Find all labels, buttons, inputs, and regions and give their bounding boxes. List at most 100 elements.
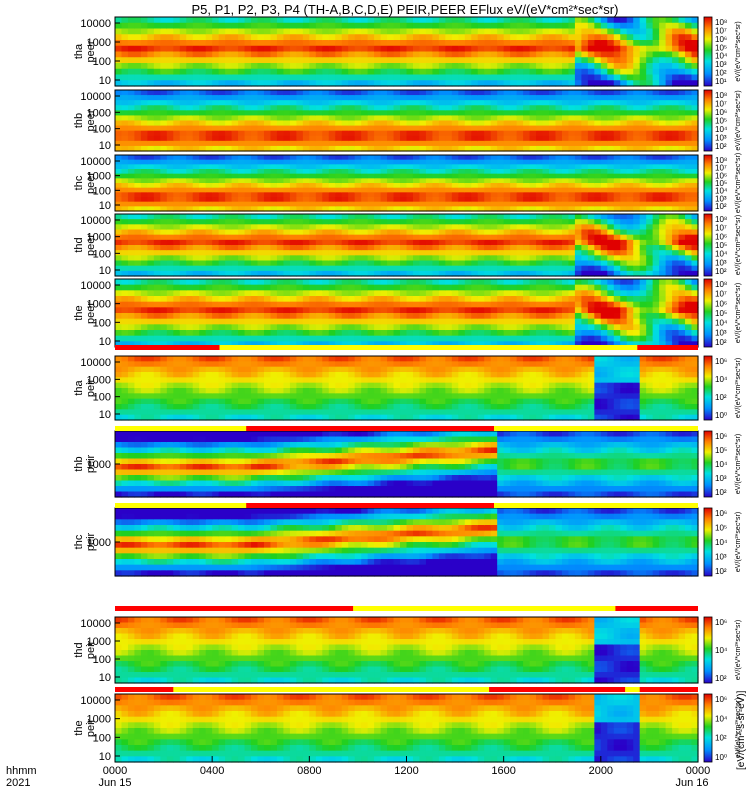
heatmap-cell	[587, 28, 595, 35]
heatmap-cell	[121, 145, 129, 152]
heatmap-cell	[354, 22, 362, 30]
heatmap-cell	[626, 120, 634, 127]
heatmap-cell	[672, 100, 680, 106]
heatmap-cell	[600, 234, 608, 241]
heatmap-cell	[484, 22, 492, 30]
heatmap-cell	[510, 260, 518, 267]
heatmap-cell	[516, 255, 524, 262]
heatmap-cell	[600, 183, 608, 189]
heatmap-cell	[225, 17, 233, 24]
heatmap-cell	[192, 159, 200, 165]
heatmap-cell	[367, 145, 375, 152]
heatmap-cell	[691, 164, 699, 170]
heatmap-cell	[153, 255, 161, 262]
heatmap-cell	[503, 110, 511, 117]
colorbar-tick-label: 10³	[715, 134, 727, 143]
heatmap-cell	[186, 145, 194, 152]
heatmap-cell	[574, 95, 582, 101]
heatmap-cell	[581, 17, 589, 24]
heatmap-cell	[516, 105, 524, 111]
heatmap-cell	[477, 250, 485, 256]
heatmap-cell	[121, 125, 129, 132]
heatmap-cell	[380, 110, 388, 117]
heatmap-cell	[244, 201, 252, 207]
heatmap-cell	[387, 197, 395, 203]
heatmap-cell	[400, 330, 408, 337]
heatmap-cell	[179, 90, 187, 96]
heatmap-cell	[451, 229, 459, 236]
heatmap-cell	[348, 187, 356, 193]
heatmap-cell	[445, 178, 453, 184]
heatmap-cell	[406, 45, 414, 53]
heatmap-cell	[555, 219, 563, 225]
heatmap-cell	[140, 45, 148, 53]
heatmap-cell	[238, 279, 246, 286]
heatmap-cell	[503, 265, 511, 272]
heatmap-cell	[490, 130, 498, 137]
heatmap-cell	[238, 169, 246, 175]
heatmap-cell	[477, 57, 485, 64]
heatmap-cell	[510, 192, 518, 198]
heatmap-cell	[659, 197, 667, 203]
heatmap-cell	[315, 290, 323, 297]
heatmap-cell	[536, 80, 544, 87]
heatmap-cell	[121, 40, 129, 47]
heatmap-cell	[166, 34, 174, 41]
heatmap-cell	[251, 296, 259, 303]
heatmap-cell	[231, 22, 239, 30]
heatmap-cell	[361, 51, 369, 58]
heatmap-cell	[134, 301, 142, 308]
heatmap-cell	[199, 290, 207, 297]
heatmap-cell	[140, 255, 148, 262]
heatmap-cell	[549, 110, 557, 117]
heatmap-cell	[348, 335, 356, 342]
heatmap-cell	[574, 239, 582, 246]
heatmap-cell	[477, 270, 485, 277]
heatmap-cell	[685, 201, 693, 207]
heatmap-cell	[691, 192, 699, 198]
heatmap-cell	[607, 155, 615, 161]
heatmap-cell	[400, 324, 408, 331]
heatmap-cell	[147, 224, 155, 231]
heatmap-cell	[179, 234, 187, 241]
heatmap-cell	[238, 63, 246, 70]
heatmap-cell	[406, 296, 414, 303]
heatmap-cell	[406, 51, 414, 58]
heatmap-cell	[361, 22, 369, 30]
heatmap-cell	[140, 130, 148, 137]
heatmap-cell	[600, 45, 608, 53]
heatmap-cell	[536, 120, 544, 127]
heatmap-cell	[192, 335, 200, 342]
heatmap-cell	[529, 45, 537, 53]
heatmap-cell	[296, 80, 304, 87]
heatmap-cell	[270, 214, 278, 220]
heatmap-cell	[425, 301, 434, 308]
heatmap-cell	[626, 45, 634, 53]
heatmap-cell	[633, 265, 641, 272]
heatmap-cell	[328, 159, 336, 165]
heatmap-cell	[497, 260, 505, 267]
heatmap-cell	[289, 135, 297, 142]
heatmap-cell	[419, 183, 427, 189]
heatmap-cell	[231, 95, 239, 101]
heatmap-cell	[289, 192, 297, 198]
heatmap-cell	[691, 51, 699, 58]
heatmap-cell	[186, 115, 194, 122]
heatmap-cell	[335, 63, 343, 70]
heatmap-cell	[322, 229, 330, 236]
heatmap-cell	[231, 265, 239, 272]
heatmap-cell	[315, 17, 323, 24]
heatmap-cell	[393, 130, 401, 137]
heatmap-cell	[225, 279, 233, 286]
heatmap-cell	[646, 197, 654, 203]
heatmap-cell	[173, 301, 181, 308]
heatmap-cell	[315, 80, 323, 87]
heatmap-cell	[127, 229, 136, 236]
heatmap-cell	[263, 284, 272, 291]
heatmap-cell	[646, 206, 654, 212]
heatmap-cell	[685, 197, 693, 203]
heatmap-cell	[672, 68, 680, 76]
heatmap-cell	[490, 224, 498, 231]
heatmap-cell	[536, 100, 544, 106]
heatmap-cell	[257, 28, 265, 35]
